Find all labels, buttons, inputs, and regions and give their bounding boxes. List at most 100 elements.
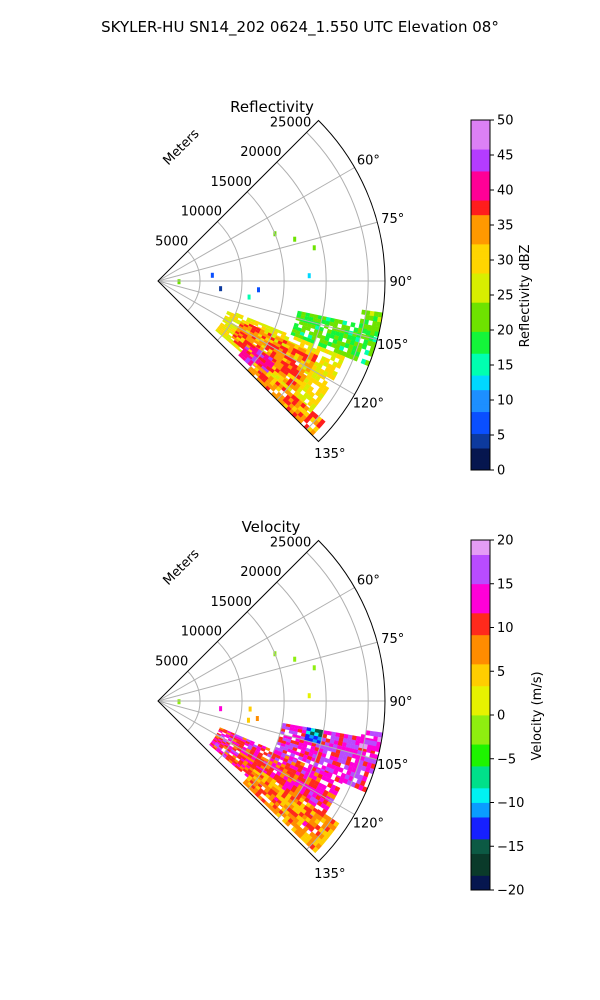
echo-cell — [310, 728, 316, 733]
echo-cell — [309, 734, 315, 740]
echo-cell — [344, 342, 350, 349]
echo-cell — [253, 339, 259, 345]
echo-cell — [298, 725, 304, 730]
echo-cell — [244, 358, 250, 364]
colorbar-tick-label: 10 — [497, 621, 514, 636]
echo-cell — [342, 755, 348, 761]
echo-cell — [284, 755, 290, 760]
echo-cell — [212, 746, 217, 751]
echo-cell — [316, 345, 322, 351]
echo-cell — [247, 325, 253, 330]
echo-cell — [284, 335, 290, 341]
echo-cell — [359, 318, 365, 325]
echo-cell — [249, 352, 255, 358]
echo-cell — [318, 732, 324, 738]
echo-cell — [258, 787, 265, 794]
echo-cell — [271, 365, 277, 371]
echo-cell — [279, 773, 285, 779]
echo-cell — [279, 756, 285, 761]
colorbar-bin — [471, 440, 490, 449]
echo-cell — [292, 385, 299, 392]
echo-cell — [332, 820, 340, 828]
echo-cell — [320, 817, 327, 824]
azimuth-tick-label: 60° — [357, 154, 380, 169]
echo-cell — [296, 832, 304, 839]
echo-cell — [253, 322, 259, 327]
echo-cell — [273, 759, 279, 765]
azimuth-spoke — [157, 167, 355, 282]
echo-cell — [328, 788, 335, 794]
echo-cell — [230, 329, 236, 334]
echo-cell — [241, 738, 247, 743]
echo-cell — [349, 761, 355, 768]
colorbar-bin — [471, 678, 490, 687]
echo-cell — [292, 347, 298, 354]
echo-cell — [214, 743, 219, 748]
echo-cell — [317, 330, 323, 336]
echo-cell — [293, 829, 301, 836]
echo-cell — [288, 730, 294, 735]
colorbar-bin — [471, 540, 490, 548]
echo-cell — [333, 335, 340, 341]
echo-cell — [296, 826, 303, 833]
echo-cell — [342, 778, 349, 785]
colorbar-bin — [471, 346, 490, 354]
echo-cell — [281, 722, 287, 727]
velocity-colorbar-label: Velocity (m/s) — [530, 671, 545, 760]
echo-spot — [312, 665, 316, 671]
echo-cell — [255, 765, 261, 770]
echo-cell — [249, 758, 255, 763]
echo-cell — [263, 375, 269, 381]
echo-cell — [241, 327, 247, 332]
echo-spot — [293, 656, 297, 662]
colorbar-bin — [471, 722, 490, 730]
colorbar-bin — [471, 214, 490, 223]
azimuth-tick-label: 90° — [389, 275, 412, 290]
echo-cell — [264, 781, 270, 787]
echo-cell — [317, 751, 323, 757]
echo-cell — [329, 374, 336, 381]
echo-cell — [225, 756, 230, 762]
echo-cell — [329, 739, 335, 745]
echo-cell — [332, 338, 338, 345]
colorbar-bin — [471, 141, 490, 150]
echo-cell — [237, 753, 243, 758]
echo-cell — [334, 736, 340, 742]
echo-cell — [274, 746, 280, 752]
echo-cell — [294, 740, 300, 746]
radial-tick-label: 5000 — [155, 654, 188, 669]
echo-cell — [275, 386, 282, 392]
echo-cell — [309, 731, 315, 736]
sector-frame — [157, 539, 386, 863]
echo-cell — [377, 316, 383, 323]
echo-cell — [287, 748, 293, 753]
echo-cell — [217, 746, 223, 751]
echo-cell — [261, 377, 267, 383]
echo-cell — [275, 343, 282, 348]
echo-cell — [259, 328, 265, 334]
echo-cell — [243, 333, 248, 338]
echo-cell — [229, 338, 235, 343]
echo-cell — [260, 756, 266, 761]
echo-cell — [276, 785, 282, 792]
echo-cell — [282, 339, 288, 345]
echo-cell — [286, 759, 293, 765]
echo-cell — [366, 324, 373, 331]
echo-cell — [238, 353, 244, 359]
echo-cell — [224, 751, 229, 756]
colorbar-tick-label: 5 — [497, 429, 505, 444]
echo-cell — [250, 371, 256, 377]
echo-cell — [274, 345, 280, 351]
echo-cell — [361, 343, 368, 350]
echo-cell — [269, 361, 275, 367]
echo-cell — [275, 771, 282, 777]
echo-cell — [250, 318, 256, 323]
echo-cell — [343, 764, 350, 771]
echo-cell — [256, 754, 263, 759]
echo-cell — [296, 379, 303, 386]
echo-cell — [275, 793, 282, 800]
velocity-panel: Velocity Meters Velocity (m/s) 60° 75° 90°… — [155, 518, 545, 899]
echo-cell — [294, 408, 301, 415]
echo-cell — [254, 346, 260, 352]
echo-cell — [236, 763, 241, 768]
